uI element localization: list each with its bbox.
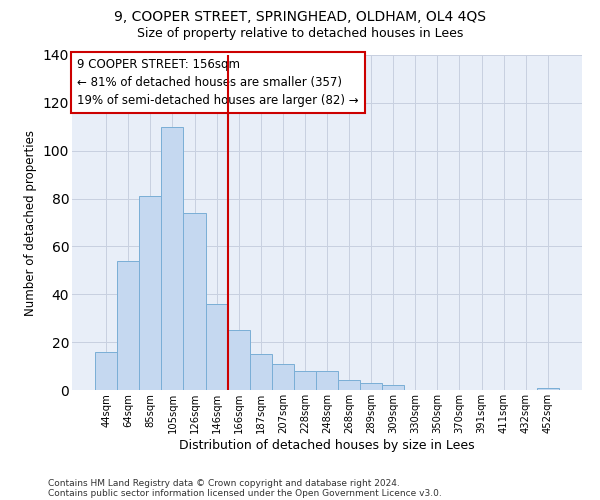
Bar <box>161 127 184 390</box>
Bar <box>338 380 360 390</box>
Bar <box>206 304 227 390</box>
Bar <box>316 371 338 390</box>
Bar <box>382 385 404 390</box>
Y-axis label: Number of detached properties: Number of detached properties <box>24 130 37 316</box>
Bar <box>227 330 250 390</box>
Text: Size of property relative to detached houses in Lees: Size of property relative to detached ho… <box>137 28 463 40</box>
Bar <box>184 213 206 390</box>
Text: Contains public sector information licensed under the Open Government Licence v3: Contains public sector information licen… <box>48 488 442 498</box>
Text: 9, COOPER STREET, SPRINGHEAD, OLDHAM, OL4 4QS: 9, COOPER STREET, SPRINGHEAD, OLDHAM, OL… <box>114 10 486 24</box>
Bar <box>294 371 316 390</box>
Bar <box>250 354 272 390</box>
Text: 9 COOPER STREET: 156sqm
← 81% of detached houses are smaller (357)
19% of semi-d: 9 COOPER STREET: 156sqm ← 81% of detache… <box>77 58 359 108</box>
Bar <box>537 388 559 390</box>
Bar <box>95 352 117 390</box>
X-axis label: Distribution of detached houses by size in Lees: Distribution of detached houses by size … <box>179 438 475 452</box>
Bar <box>139 196 161 390</box>
Bar <box>360 383 382 390</box>
Bar <box>272 364 294 390</box>
Bar <box>117 261 139 390</box>
Text: Contains HM Land Registry data © Crown copyright and database right 2024.: Contains HM Land Registry data © Crown c… <box>48 478 400 488</box>
